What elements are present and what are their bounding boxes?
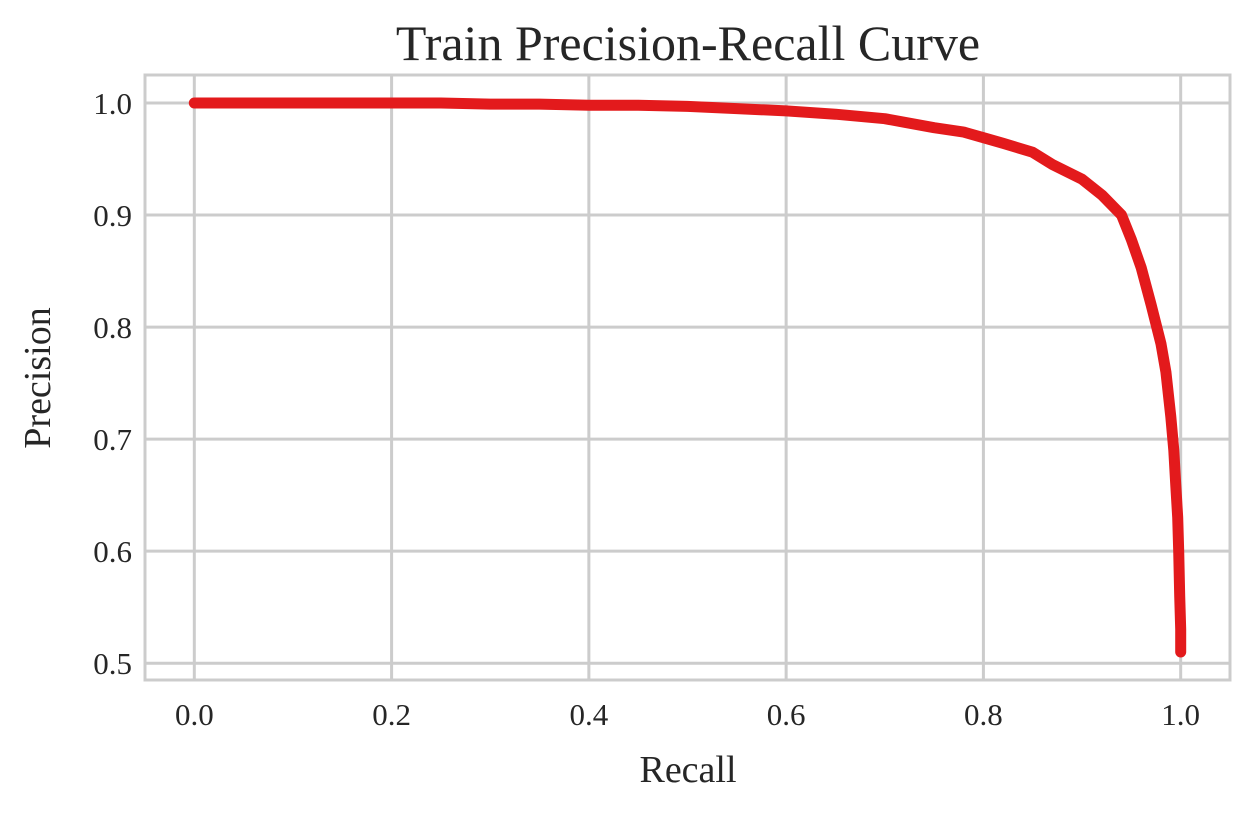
tick-layer: 0.0 0.2 0.4 0.6 0.8 1.0 0.5 0.6 0.7 0.8 0.9 1.0 bbox=[93, 86, 1200, 732]
y-tick-label: 0.5 bbox=[93, 646, 132, 681]
x-tick-label: 0.6 bbox=[767, 697, 806, 732]
chart-title: Train Precision-Recall Curve bbox=[396, 15, 980, 71]
y-tick-label: 0.9 bbox=[93, 198, 132, 233]
y-tick-label: 0.7 bbox=[93, 422, 132, 457]
y-tick-label: 1.0 bbox=[93, 86, 132, 121]
plot-frame bbox=[143, 73, 1232, 682]
pr-curve-line bbox=[188, 97, 1187, 658]
x-tick-label: 0.2 bbox=[372, 697, 411, 732]
y-axis-label: Precision bbox=[17, 307, 59, 448]
series-layer bbox=[188, 97, 1187, 658]
y-tick-label: 0.6 bbox=[93, 534, 132, 569]
x-tick-label: 1.0 bbox=[1161, 697, 1200, 732]
y-tick-label: 0.8 bbox=[93, 310, 132, 345]
x-tick-label: 0.0 bbox=[175, 697, 214, 732]
x-tick-label: 0.8 bbox=[964, 697, 1003, 732]
x-axis-label: Recall bbox=[639, 749, 736, 791]
x-tick-label: 0.4 bbox=[569, 697, 608, 732]
grid-layer bbox=[145, 75, 1230, 680]
